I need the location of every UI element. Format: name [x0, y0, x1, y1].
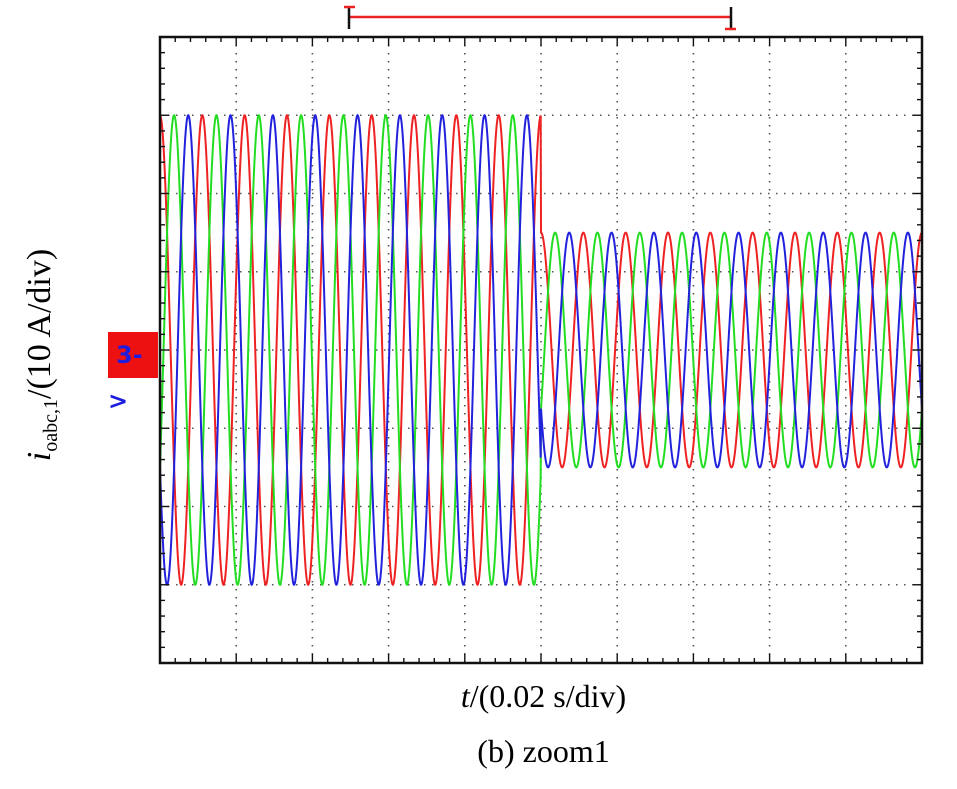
- figure-caption: (b) zoom1: [477, 733, 610, 769]
- y-axis-label: ioabc,1/(10 A/div): [21, 248, 62, 462]
- frame: [158, 35, 924, 665]
- time-cursor-bar[interactable]: [344, 5, 736, 31]
- current-trace: [159, 113, 923, 587]
- current-trace: [159, 113, 923, 587]
- x-axis-label: t/(0.02 s/div): [460, 678, 627, 714]
- traces: [159, 113, 923, 587]
- channel-marker[interactable]: 3->: [108, 332, 158, 415]
